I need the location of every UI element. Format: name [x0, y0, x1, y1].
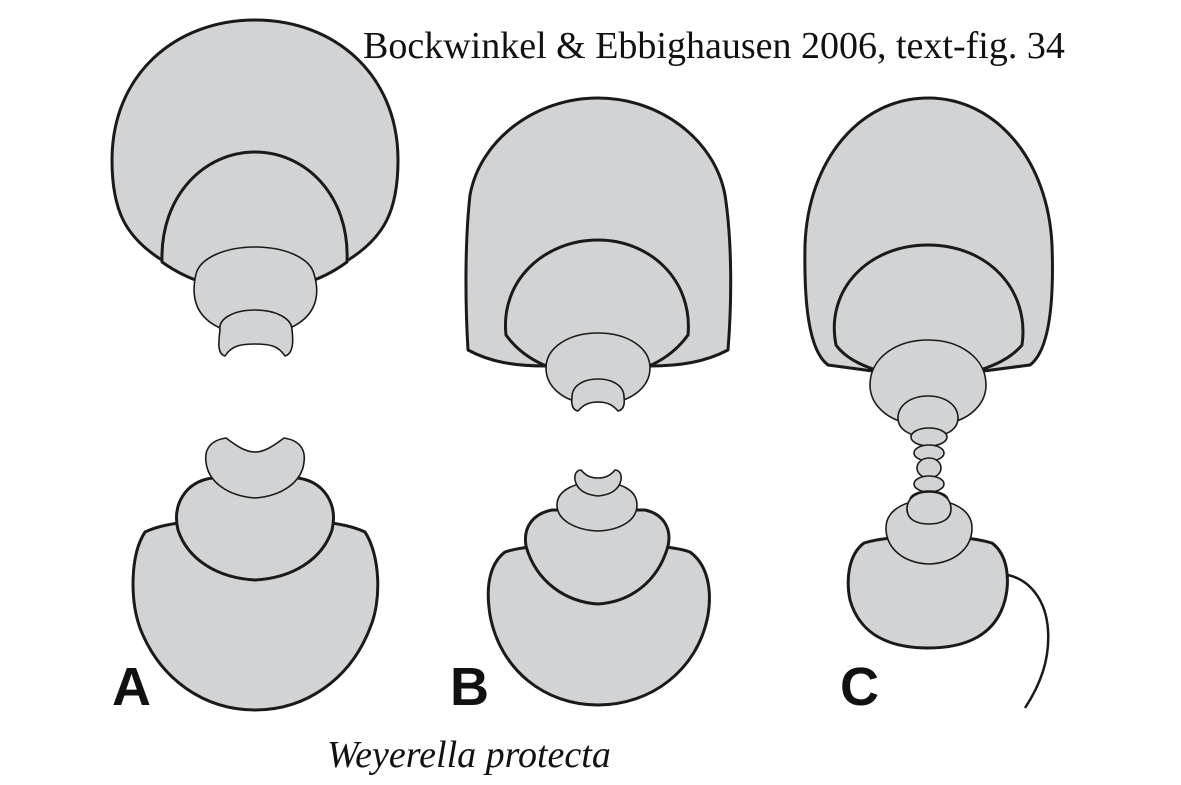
panel-a-upper-inner-segment	[193, 246, 318, 329]
panel-b-upper-inner-segment	[545, 332, 651, 403]
panel-b-drawing	[464, 96, 733, 707]
panel-label-c: C	[840, 657, 879, 717]
panel-a-drawing	[110, 18, 400, 712]
panel-label-a: A	[112, 657, 151, 717]
panel-c-chamber-center	[916, 457, 942, 479]
species-caption: Weyerella protecta	[327, 734, 611, 776]
panel-a-lower-middle-segment	[175, 476, 335, 582]
panel-label-b: B	[450, 657, 489, 717]
panel-c-chamber-8	[913, 475, 945, 493]
figure-source-caption: Bockwinkel & Ebbighausen 2006, text-fig.…	[363, 25, 1065, 67]
panel-b-upper-cap	[570, 378, 626, 412]
panel-c-drawing	[803, 96, 1054, 709]
panel-c-upper-segment-3	[869, 339, 987, 424]
panel-b-lower-middle-segment	[523, 508, 671, 606]
panel-a-lower-inner-segment	[204, 437, 306, 499]
panel-c-lower-inner-segment	[906, 491, 952, 525]
panel-c-chamber-5	[910, 427, 948, 447]
panel-b-lower-cap	[574, 469, 622, 497]
panel-a-upper-cap	[218, 309, 294, 357]
panel-c-siphuncle-line	[1007, 573, 1050, 709]
